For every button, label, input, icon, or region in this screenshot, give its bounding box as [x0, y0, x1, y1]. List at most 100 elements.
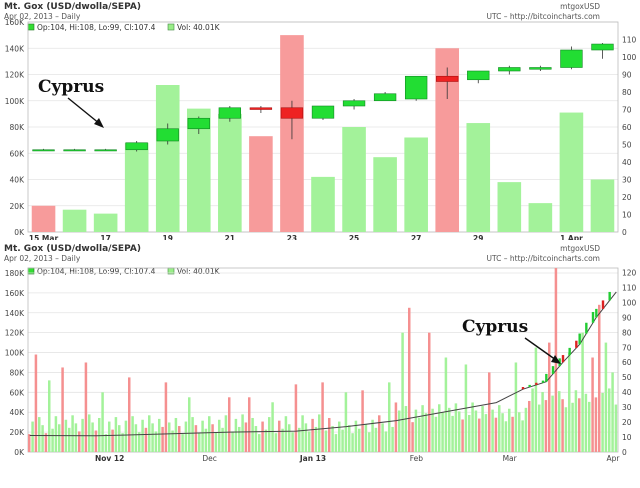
volume-bar — [488, 372, 491, 452]
volume-bar — [374, 427, 378, 452]
candle-body — [585, 322, 588, 334]
x-axis-tick: Jan 13 — [299, 454, 326, 463]
volume-bar — [381, 423, 384, 452]
candle-body — [156, 128, 179, 142]
volume-bar — [518, 412, 521, 452]
volume-bar — [111, 429, 114, 452]
volume-bar — [601, 392, 604, 452]
volume-bar — [311, 176, 335, 232]
left-axis-tick: 40K — [10, 176, 26, 185]
x-axis-tick: 19 — [163, 234, 173, 240]
left-axis-tick: 60K — [10, 388, 26, 397]
volume-bar — [401, 332, 404, 452]
volume-bar — [451, 415, 454, 452]
chart-source: UTC – http://bitcoincharts.com — [486, 254, 600, 263]
annotation-arrow-head — [94, 118, 104, 128]
volume-bar — [186, 108, 211, 232]
volume-bar — [598, 304, 601, 452]
volume-bar — [274, 433, 278, 452]
volume-bar — [124, 420, 128, 452]
volume-bar — [294, 384, 298, 452]
volume-bar — [364, 424, 368, 452]
volume-bar — [334, 434, 338, 452]
candle-body — [601, 300, 605, 309]
candle-body — [575, 340, 578, 348]
volume-bar — [41, 425, 44, 452]
volume-bar — [497, 182, 522, 232]
volume-bar — [571, 402, 574, 452]
right-axis-tick: 40 — [622, 388, 632, 397]
volume-bar — [604, 342, 608, 452]
volume-bar — [564, 407, 568, 452]
volume-bar — [521, 420, 524, 452]
candle-body — [467, 70, 490, 81]
bottom-chart: Mt. Gox (USD/dwolla/SEPA)Apr 02, 2013 – … — [4, 244, 637, 463]
volume-bar — [141, 419, 144, 452]
left-axis-tick: 120K — [5, 71, 25, 80]
volume-bar — [608, 388, 611, 452]
volume-bar — [591, 357, 594, 452]
volume-bar — [298, 427, 301, 452]
volume-bar — [104, 434, 108, 452]
volume-bar — [388, 382, 391, 452]
volume-bar — [531, 388, 534, 452]
right-axis-tick: 50 — [622, 373, 632, 382]
right-axis-tick: 80 — [622, 88, 632, 97]
candle-body — [373, 93, 397, 102]
volume-bar — [238, 426, 241, 452]
x-axis-tick: 21 — [225, 234, 235, 240]
right-axis-tick: 100 — [622, 298, 637, 307]
candle-body — [578, 333, 581, 345]
volume-bar — [62, 209, 87, 232]
volume-bar — [158, 418, 161, 452]
annotation-arrow-head — [551, 355, 561, 364]
annotation-arrow-line — [67, 97, 101, 125]
volume-bar — [249, 136, 273, 232]
right-axis-tick: 110 — [622, 36, 637, 45]
left-axis-tick: 160K — [5, 289, 25, 298]
volume-bar — [371, 419, 374, 452]
volume-bar — [278, 420, 281, 452]
candle-body — [595, 308, 598, 318]
volume-bar — [384, 431, 388, 452]
volume-bar — [134, 424, 138, 452]
volume-bar — [221, 427, 224, 452]
cyprus-annotation: Cyprus — [462, 317, 528, 337]
left-axis-tick: 160K — [5, 18, 25, 27]
top-chart: Mt. Gox (USD/dwolla/SEPA)Apr 02, 2013 – … — [4, 2, 637, 240]
volume-bar — [54, 416, 58, 452]
volume-bar — [568, 352, 571, 452]
volume-bar — [468, 415, 471, 452]
volume-bar — [408, 307, 411, 452]
volume-bar — [101, 392, 104, 452]
volume-bar — [342, 127, 366, 232]
volume-bar — [271, 402, 274, 452]
volume-bar — [501, 413, 504, 452]
volume-bar — [264, 429, 268, 452]
volume-bar — [91, 422, 94, 452]
volume-bar — [404, 406, 408, 452]
left-axis-tick: 60K — [10, 149, 26, 158]
volume-bar — [373, 157, 397, 232]
volume-bar — [84, 362, 88, 452]
left-axis-tick: 40K — [10, 408, 26, 417]
volume-bar — [128, 377, 131, 452]
volume-bar — [441, 412, 444, 452]
right-axis-tick: 50 — [622, 141, 632, 150]
volume-bar — [281, 428, 284, 452]
volume-bar — [461, 419, 464, 452]
volume-bar — [244, 422, 248, 452]
volume-bar — [431, 408, 434, 452]
volume-bar — [528, 203, 553, 232]
volume-bar — [174, 417, 178, 452]
volume-bar — [558, 391, 561, 452]
right-axis-tick: 20 — [622, 418, 632, 427]
volume-bar — [48, 380, 51, 452]
volume-bar — [288, 424, 291, 452]
candle-body — [591, 311, 595, 323]
right-axis-tick: 20 — [622, 193, 632, 202]
candle-body — [311, 105, 335, 119]
volume-bar — [34, 354, 38, 452]
volume-bar — [268, 417, 271, 452]
volume-bar — [58, 424, 61, 452]
